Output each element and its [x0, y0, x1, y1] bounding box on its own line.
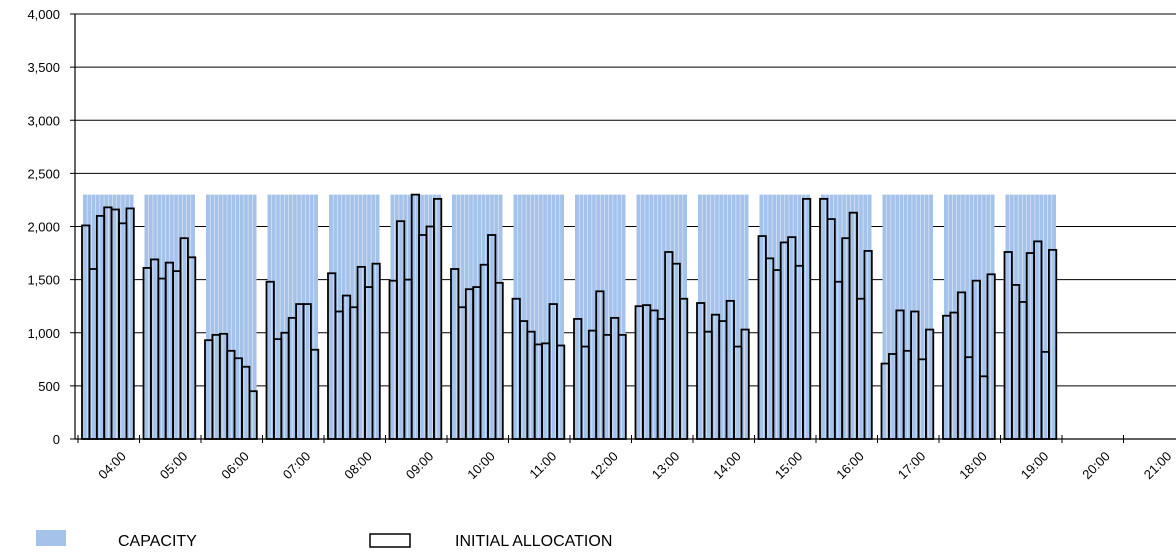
x-tick-label: 09:00	[403, 449, 437, 483]
x-tick-label: 11:00	[526, 449, 559, 482]
y-tick-label: 500	[38, 379, 60, 394]
x-tick-label: 13:00	[649, 449, 683, 483]
x-tick-label: 20:00	[1079, 449, 1113, 483]
y-tick-label: 3,000	[27, 113, 60, 128]
y-tick-label: 2,500	[27, 166, 60, 181]
x-tick-label: 12:00	[587, 449, 621, 483]
x-tick-label: 14:00	[710, 449, 744, 483]
legend-allocation-swatch	[370, 534, 410, 547]
x-tick-label: 21:00	[1141, 449, 1175, 483]
legend-capacity-swatch	[36, 530, 66, 546]
x-tick-label: 18:00	[956, 449, 990, 483]
y-tick-labels: 0 500 1,000 1,500 2,000 2,500 3,000 3,500 4,000	[27, 7, 60, 447]
y-tick-label: 4,000	[27, 7, 60, 22]
legend: CAPACITY INITIAL ALLOCATION	[36, 530, 612, 550]
legend-capacity-label: CAPACITY	[118, 533, 197, 550]
legend-allocation-label: INITIAL ALLOCATION	[455, 533, 612, 550]
x-tick-label: 06:00	[218, 449, 252, 483]
x-tick-label: 10:00	[464, 449, 498, 483]
capacity-series	[83, 195, 1056, 439]
x-tick-label: 07:00	[280, 449, 314, 483]
y-tick-label: 1,500	[27, 273, 60, 288]
x-tick-label: 19:00	[1018, 449, 1052, 483]
x-tick-label: 15:00	[772, 449, 806, 483]
x-tick-label: 05:00	[157, 449, 191, 483]
y-tick-label: 0	[53, 432, 60, 447]
x-tick-labels: 04:00 05:00 06:00 07:00 08:00 09:00 10:00 11:00…	[95, 449, 1174, 483]
x-tick-label: 08:00	[341, 449, 375, 483]
x-tick-label: 04:00	[95, 449, 129, 483]
x-tick-label: 17:00	[895, 449, 929, 483]
x-tick-label: 16:00	[833, 449, 867, 483]
y-tick-label: 2,000	[27, 220, 60, 235]
y-tick-label: 1,000	[27, 326, 60, 341]
y-tick-label: 3,500	[27, 60, 60, 75]
